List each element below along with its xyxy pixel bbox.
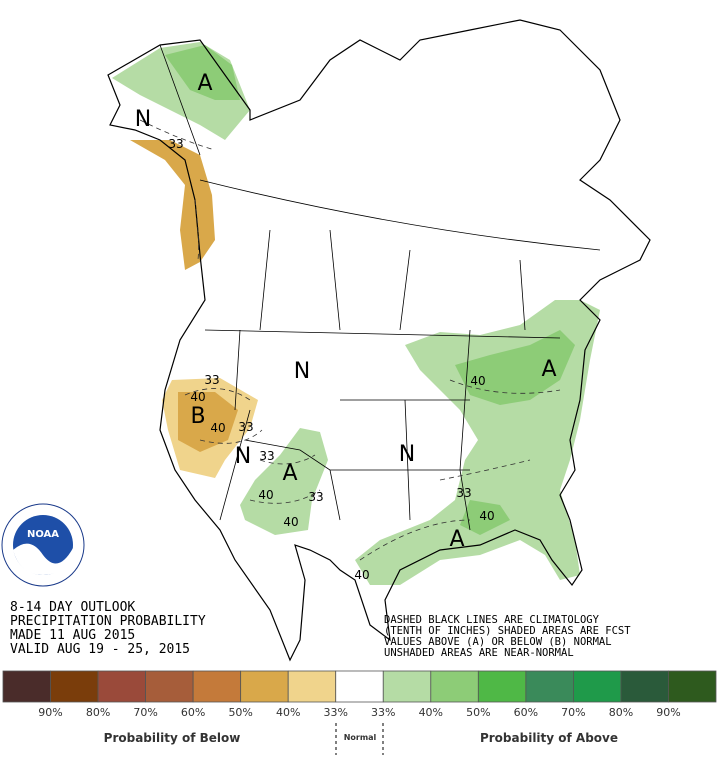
legend-label: 50% bbox=[228, 706, 252, 719]
category-letter: N bbox=[294, 359, 310, 384]
legend-label: 80% bbox=[609, 706, 633, 719]
legend-label: 70% bbox=[561, 706, 585, 719]
legend-swatch bbox=[573, 670, 622, 703]
legend-swatch bbox=[145, 670, 194, 703]
legend-title: Normal bbox=[344, 733, 377, 742]
below-area-northwest bbox=[130, 140, 215, 270]
contour-label: 40 bbox=[210, 421, 225, 435]
legend-swatch bbox=[97, 670, 146, 703]
legend-label: 70% bbox=[133, 706, 157, 719]
legend-swatch bbox=[620, 670, 669, 703]
above-area-gulf-core bbox=[460, 500, 510, 535]
contour-label: 40 bbox=[190, 390, 205, 404]
legend-title: Probability of Below bbox=[104, 731, 241, 745]
legend-label: 60% bbox=[514, 706, 538, 719]
legend-swatch bbox=[382, 670, 432, 703]
above-area-northeast-core bbox=[455, 330, 575, 405]
legend-swatch bbox=[335, 670, 384, 703]
boundaries bbox=[159, 44, 601, 531]
legend-swatch bbox=[477, 670, 527, 703]
contour-label: 40 bbox=[354, 568, 369, 582]
legend-label: 50% bbox=[466, 706, 490, 719]
legend-label: 60% bbox=[181, 706, 205, 719]
climatology-lines bbox=[139, 119, 561, 561]
logo-text: NOAA bbox=[27, 529, 59, 540]
category-letter: A bbox=[282, 461, 297, 486]
legend-swatch bbox=[50, 670, 99, 703]
legend-swatch bbox=[430, 670, 479, 703]
below-area-california-inner bbox=[178, 392, 238, 452]
contour-label: 33 bbox=[308, 490, 323, 504]
category-letter: B bbox=[190, 404, 205, 429]
legend-swatch bbox=[240, 670, 289, 703]
above-area-southwest bbox=[240, 428, 328, 535]
outlook-line: 8-14 DAY OUTLOOK bbox=[10, 600, 135, 615]
contour-label: 33 bbox=[238, 420, 253, 434]
outlook-line: VALID AUG 19 - 25, 2015 bbox=[10, 642, 190, 657]
legend-label: 40% bbox=[276, 706, 300, 719]
category-letter: N bbox=[235, 444, 251, 469]
contour-label: 40 bbox=[470, 374, 485, 388]
category-letter: A bbox=[197, 71, 212, 96]
category-letter: A bbox=[449, 527, 464, 552]
outlook-line: MADE 11 AUG 2015 bbox=[10, 628, 135, 643]
legend-label: 33% bbox=[371, 706, 395, 719]
category-letter: N bbox=[135, 107, 151, 132]
contour-label: 40 bbox=[283, 515, 298, 529]
legend-label: 40% bbox=[419, 706, 443, 719]
legend-swatch bbox=[192, 670, 242, 703]
legend-swatch bbox=[525, 670, 574, 703]
contour-label: 40 bbox=[479, 509, 494, 523]
coastline bbox=[107, 19, 651, 662]
note-line: (TENTH OF INCHES) SHADED AREAS ARE FCST bbox=[384, 625, 631, 637]
contour-label: 33 bbox=[168, 137, 183, 151]
legend-swatch bbox=[668, 670, 717, 703]
contour-label: 33 bbox=[259, 449, 274, 463]
contour-label: 40 bbox=[258, 488, 273, 502]
legend-label: 80% bbox=[86, 706, 110, 719]
category-letter: N bbox=[399, 442, 415, 467]
logo-wave bbox=[13, 543, 73, 575]
note-line: UNSHADED AREAS ARE NEAR-NORMAL bbox=[384, 647, 574, 659]
legend-swatch bbox=[287, 670, 337, 703]
contour-label: 33 bbox=[456, 486, 471, 500]
legend-title: Probability of Above bbox=[480, 731, 618, 745]
legend-label: 90% bbox=[38, 706, 62, 719]
note-line: VALUES ABOVE (A) OR BELOW (B) NORMAL bbox=[384, 636, 612, 648]
above-area-alaska-core bbox=[165, 45, 240, 100]
contour-label: 33 bbox=[204, 373, 219, 387]
legend-label: 33% bbox=[324, 706, 348, 719]
category-letter: A bbox=[541, 357, 556, 382]
outlook-line: PRECIPITATION PROBABILITY bbox=[10, 614, 206, 629]
legend: 90% 80% 70% 60% 50% 40% 33% 33% 40% 50% 60% 70% 80% 9… bbox=[2, 670, 717, 719]
note-line: DASHED BLACK LINES ARE CLIMATOLOGY bbox=[384, 614, 600, 626]
legend-swatch bbox=[2, 670, 51, 703]
legend-label: 90% bbox=[656, 706, 680, 719]
